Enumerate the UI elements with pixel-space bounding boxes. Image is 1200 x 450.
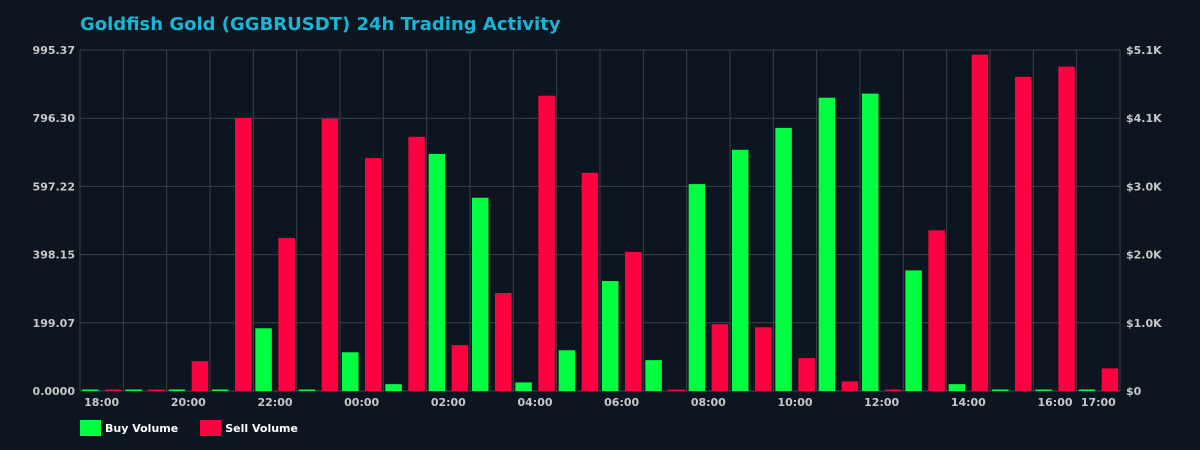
bar-buy-volume — [82, 389, 99, 391]
bar-sell-volume — [148, 389, 165, 391]
bar-buy-volume — [515, 382, 532, 391]
x-tick-label: 17:00 — [1081, 396, 1116, 409]
bar-sell-volume — [1015, 76, 1032, 391]
bar-buy-volume — [168, 389, 186, 391]
bar-buy-volume — [1078, 389, 1096, 391]
bar-sell-volume — [928, 230, 945, 391]
bar-buy-volume — [688, 184, 706, 391]
bar-sell-volume — [755, 327, 772, 391]
bar-buy-volume — [385, 384, 402, 391]
bar-buy-volume — [732, 149, 749, 391]
bar-buy-volume — [862, 93, 879, 392]
bar-buy-volume — [342, 352, 359, 391]
x-tick-label: 12:00 — [864, 396, 899, 409]
bar-buy-volume — [1035, 389, 1052, 391]
bar-buy-volume — [992, 389, 1009, 391]
x-tick-label: 08:00 — [691, 396, 726, 409]
x-tick-label: 10:00 — [777, 396, 812, 409]
x-tick-label: 22:00 — [257, 396, 292, 409]
legend: Buy Volume Sell Volume — [80, 420, 298, 436]
y-right-tick-label: $3.0K — [1126, 180, 1162, 193]
bar-buy-volume — [125, 389, 142, 391]
bar-buy-volume — [645, 360, 662, 391]
x-tick-label: 06:00 — [604, 396, 639, 409]
bar-sell-volume — [885, 389, 902, 391]
y-left-tick-label: 796.30 — [33, 112, 76, 125]
bar-buy-volume — [818, 97, 836, 391]
bar-sell-volume — [365, 158, 382, 391]
bar-buy-volume — [948, 384, 966, 391]
bar-sell-volume — [1058, 66, 1075, 391]
y-left-tick-label: 0.0000 — [33, 385, 76, 398]
y-right-tick-label: $2.0K — [1126, 249, 1162, 262]
bar-sell-volume — [495, 293, 512, 391]
x-tick-label: 16:00 — [1037, 396, 1072, 409]
bar-sell-volume — [451, 345, 469, 391]
bar-buy-volume — [212, 389, 229, 391]
x-tick-label: 02:00 — [431, 396, 466, 409]
x-tick-label: 04:00 — [517, 396, 552, 409]
bar-sell-volume — [321, 118, 339, 392]
y-right-tick-label: $0 — [1126, 385, 1142, 398]
bar-buy-volume — [602, 281, 619, 391]
bar-buy-volume — [428, 153, 446, 391]
x-tick-label: 00:00 — [344, 396, 379, 409]
bar-sell-volume — [105, 389, 122, 391]
bar-sell-volume — [971, 54, 989, 391]
y-right-tick-label: $1.0K — [1126, 317, 1162, 330]
bar-sell-volume — [798, 358, 815, 391]
bar-sell-volume — [711, 324, 729, 391]
legend-swatch-buy — [80, 420, 101, 436]
legend-swatch-sell — [200, 420, 222, 436]
legend-label-buy: Buy Volume — [105, 421, 179, 435]
legend-item-sell[interactable]: Sell Volume — [200, 420, 298, 436]
bar-buy-volume — [472, 197, 489, 391]
bar-sell-volume — [235, 117, 252, 392]
x-tick-label: 14:00 — [951, 396, 986, 409]
bar-buy-volume — [255, 328, 272, 391]
bar-sell-volume — [668, 389, 685, 391]
bar-sell-volume — [538, 95, 555, 391]
bar-sell-volume — [1101, 368, 1119, 391]
legend-label-sell: Sell Volume — [225, 421, 298, 435]
x-tick-label: 18:00 — [84, 396, 119, 409]
y-left-tick-label: 398.15 — [33, 249, 75, 262]
bar-sell-volume — [278, 237, 295, 391]
bar-sell-volume — [408, 136, 425, 391]
legend-item-buy[interactable]: Buy Volume — [80, 420, 178, 436]
bar-buy-volume — [775, 127, 792, 391]
x-tick-label: 20:00 — [171, 396, 206, 409]
bar-buy-volume — [905, 270, 922, 391]
y-left-tick-label: 995.37 — [33, 44, 75, 57]
y-left-tick-label: 597.22 — [33, 180, 75, 193]
bar-buy-volume — [558, 350, 576, 391]
bar-sell-volume — [191, 361, 209, 391]
bar-sell-volume — [841, 381, 859, 391]
y-right-tick-label: $4.1K — [1126, 112, 1162, 125]
y-left-tick-label: 199.07 — [33, 317, 75, 330]
bar-buy-volume — [298, 389, 316, 391]
y-right-tick-label: $5.1K — [1126, 44, 1162, 57]
chart-title: Goldfish Gold (GGBRUSDT) 24h Trading Act… — [80, 14, 561, 35]
bar-sell-volume — [625, 251, 642, 391]
bar-sell-volume — [581, 172, 599, 391]
